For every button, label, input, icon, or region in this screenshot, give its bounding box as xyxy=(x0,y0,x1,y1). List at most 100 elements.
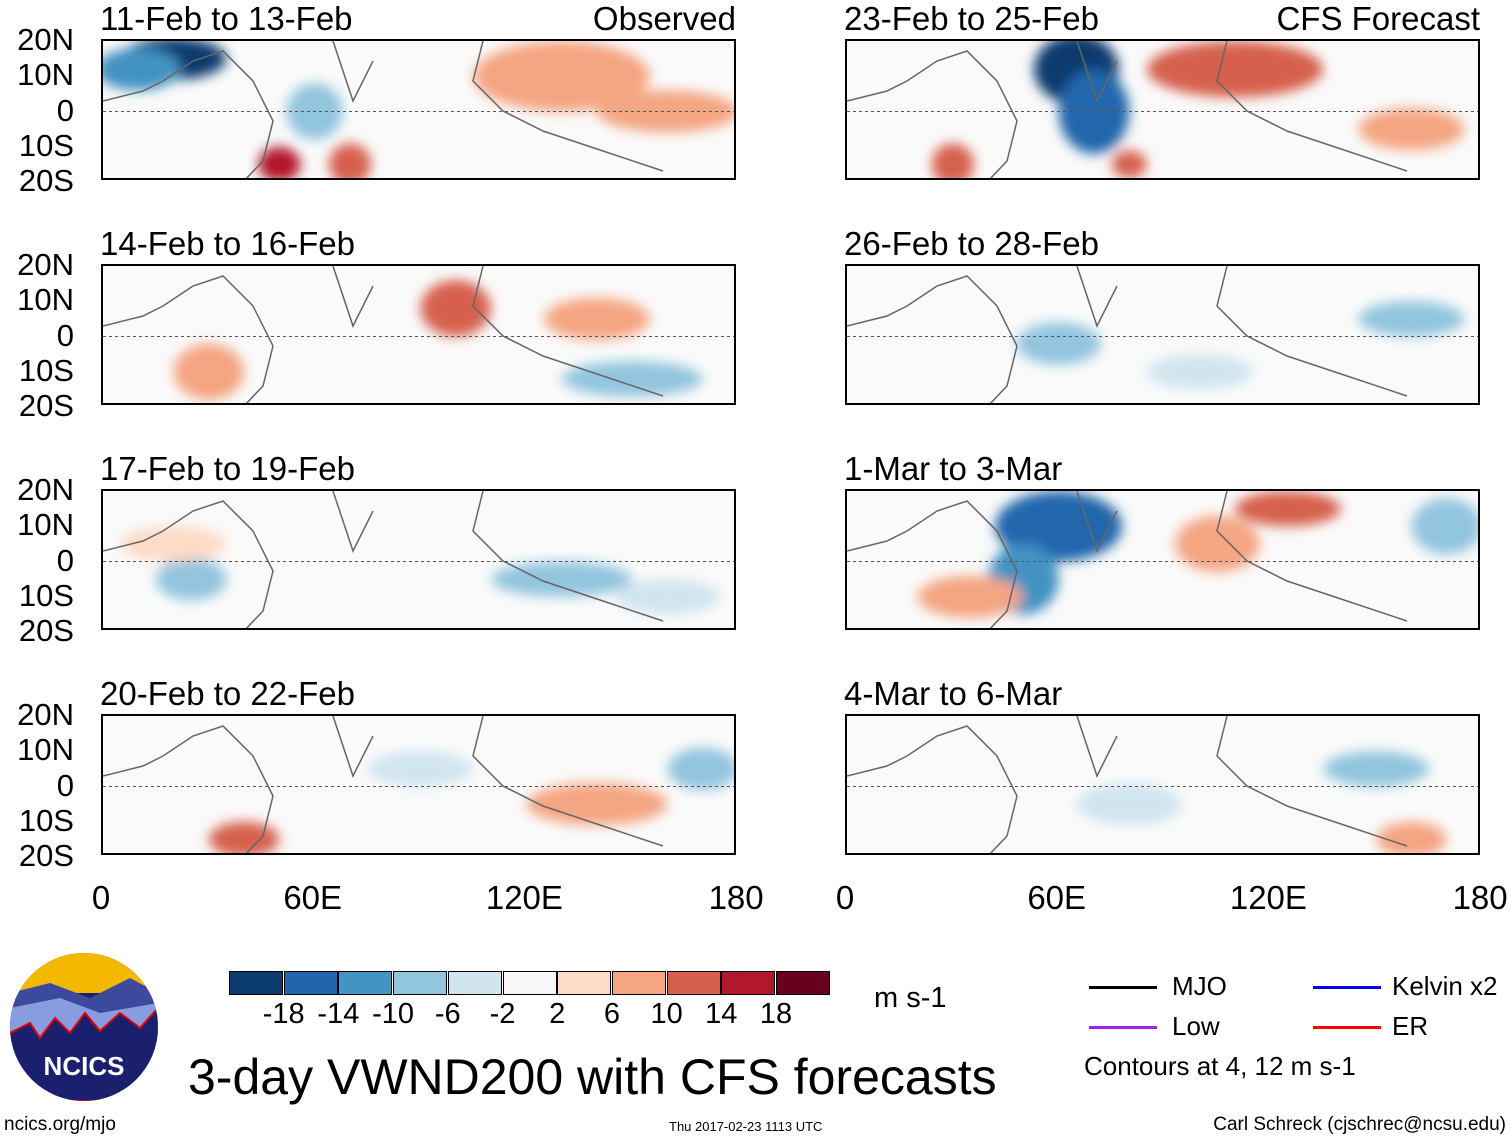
lon-tick-label: 120E xyxy=(485,879,563,916)
anomaly-region xyxy=(1235,491,1341,527)
lon-tick-label: 180 xyxy=(1452,879,1508,916)
colorbar-label: 2 xyxy=(549,998,566,1030)
colorbar-swatch xyxy=(721,971,776,995)
lon-tick-label: 180 xyxy=(708,879,764,916)
lat-tick-label: 20N xyxy=(17,22,74,57)
lon-tick-label: 60E xyxy=(1027,879,1087,916)
lon-tick-label: 0 xyxy=(91,879,111,916)
colorbar-swatch xyxy=(611,971,666,995)
lon-tick-label: 120E xyxy=(1229,879,1307,916)
colorbar-label: 10 xyxy=(650,998,683,1030)
anomaly-region xyxy=(367,751,474,787)
legend-kelvin-line xyxy=(1313,986,1381,989)
ncics-logo: NCICS xyxy=(10,953,158,1101)
colorbar-swatch xyxy=(338,971,393,995)
logo-text: NCICS xyxy=(43,1051,125,1081)
colorbar-label: -18 xyxy=(262,998,305,1030)
anomaly-region xyxy=(1323,751,1430,787)
anomaly-region xyxy=(1016,322,1101,365)
colorbar-swatch xyxy=(776,971,830,995)
map-panel xyxy=(845,39,1480,180)
anomaly-region xyxy=(995,491,1123,562)
colorbar-label: -14 xyxy=(317,998,360,1030)
coastline xyxy=(103,41,664,178)
coastline xyxy=(847,716,1408,853)
legend-low: Low xyxy=(1172,1011,1220,1041)
lat-tick-label: 20S xyxy=(18,163,74,198)
anomaly-region xyxy=(103,48,181,91)
panel-header: CFS Forecast xyxy=(1276,0,1480,37)
footer-url: ncics.org/mjo xyxy=(4,1114,116,1135)
colorbar-swatch xyxy=(502,971,557,995)
anomaly-region xyxy=(328,143,372,178)
colorbar-label: -2 xyxy=(489,998,516,1030)
lat-tick-label: 10N xyxy=(17,732,74,768)
colorbar-label: -10 xyxy=(372,998,415,1030)
panel-title: 14-Feb to 16-Feb xyxy=(100,225,355,262)
map-panel xyxy=(845,714,1480,855)
colorbar-swatch xyxy=(283,971,338,995)
coastline xyxy=(103,716,664,853)
lat-tick-label: 20N xyxy=(17,472,74,507)
anomaly-region xyxy=(420,280,492,337)
lat-tick-label: 10N xyxy=(17,282,74,318)
coastline xyxy=(847,41,1408,178)
panel-title: 17-Feb to 19-Feb xyxy=(100,450,355,487)
anomaly-region xyxy=(931,143,974,178)
colorbar-swatch xyxy=(557,971,612,995)
lat-tick-label: 20N xyxy=(17,697,74,732)
map-panel xyxy=(845,264,1480,405)
coastline xyxy=(847,491,1408,628)
lon-tick-label: 60E xyxy=(283,879,343,916)
anomaly-region xyxy=(526,782,668,826)
lat-tick-label: 10S xyxy=(18,127,74,163)
anomaly-region xyxy=(473,41,650,112)
panel-header: Observed xyxy=(592,0,736,37)
legend-kelvin: Kelvin x2 xyxy=(1392,971,1498,1001)
footer-timestamp: Thu 2017-02-23 1113 UTC xyxy=(669,1119,823,1134)
map-panel xyxy=(101,39,736,180)
map-panel xyxy=(101,264,736,405)
lat-tick-label: 20N xyxy=(17,247,74,282)
lat-tick-label: 20S xyxy=(18,613,74,648)
anomaly-region xyxy=(1358,301,1465,337)
anomaly-region xyxy=(208,821,280,853)
lat-tick-label: 10S xyxy=(18,352,74,388)
colorbar-swatch xyxy=(229,971,283,995)
logo-mountains-icon xyxy=(10,953,158,1101)
colorbar-label: 14 xyxy=(705,998,738,1030)
coastline xyxy=(103,266,664,403)
figure-title: 3-day VWND200 with CFS forecasts xyxy=(188,1049,997,1105)
anomaly-region xyxy=(917,575,1024,618)
panel-title: 1-Mar to 3-Mar xyxy=(844,450,1063,487)
anomaly-region xyxy=(1376,821,1447,853)
anomaly-region xyxy=(173,343,245,400)
lat-tick-label: 0 xyxy=(56,542,74,578)
colorbar-swatch xyxy=(666,971,721,995)
anomaly-region xyxy=(1175,515,1260,573)
anomaly-region xyxy=(155,557,227,601)
legend-low-line xyxy=(1089,1026,1157,1029)
colorbar-label: 18 xyxy=(759,998,793,1030)
anomaly-region xyxy=(491,561,633,597)
anomaly-region xyxy=(1076,782,1183,826)
anomaly-region xyxy=(667,747,734,791)
anomaly-region xyxy=(561,361,703,397)
panel-title: 11-Feb to 13-Feb xyxy=(100,0,353,37)
panel-title: 26-Feb to 28-Feb xyxy=(844,225,1099,262)
panel-title: 23-Feb to 25-Feb xyxy=(844,0,1099,37)
lat-tick-label: 10N xyxy=(17,507,74,543)
map-panel xyxy=(101,714,736,855)
coastline xyxy=(103,491,664,628)
colorbar-label: -6 xyxy=(434,998,461,1030)
anomaly-region xyxy=(120,526,227,562)
lat-tick-label: 10S xyxy=(18,802,74,838)
legend-er: ER xyxy=(1392,1011,1429,1041)
colorbar-swatch xyxy=(393,971,448,995)
anomaly-region xyxy=(1358,107,1465,151)
lat-tick-label: 20S xyxy=(18,388,74,423)
colorbar-units: m s-1 xyxy=(874,982,947,1014)
lat-tick-label: 20S xyxy=(18,838,74,873)
lat-tick-label: 10S xyxy=(18,577,74,613)
